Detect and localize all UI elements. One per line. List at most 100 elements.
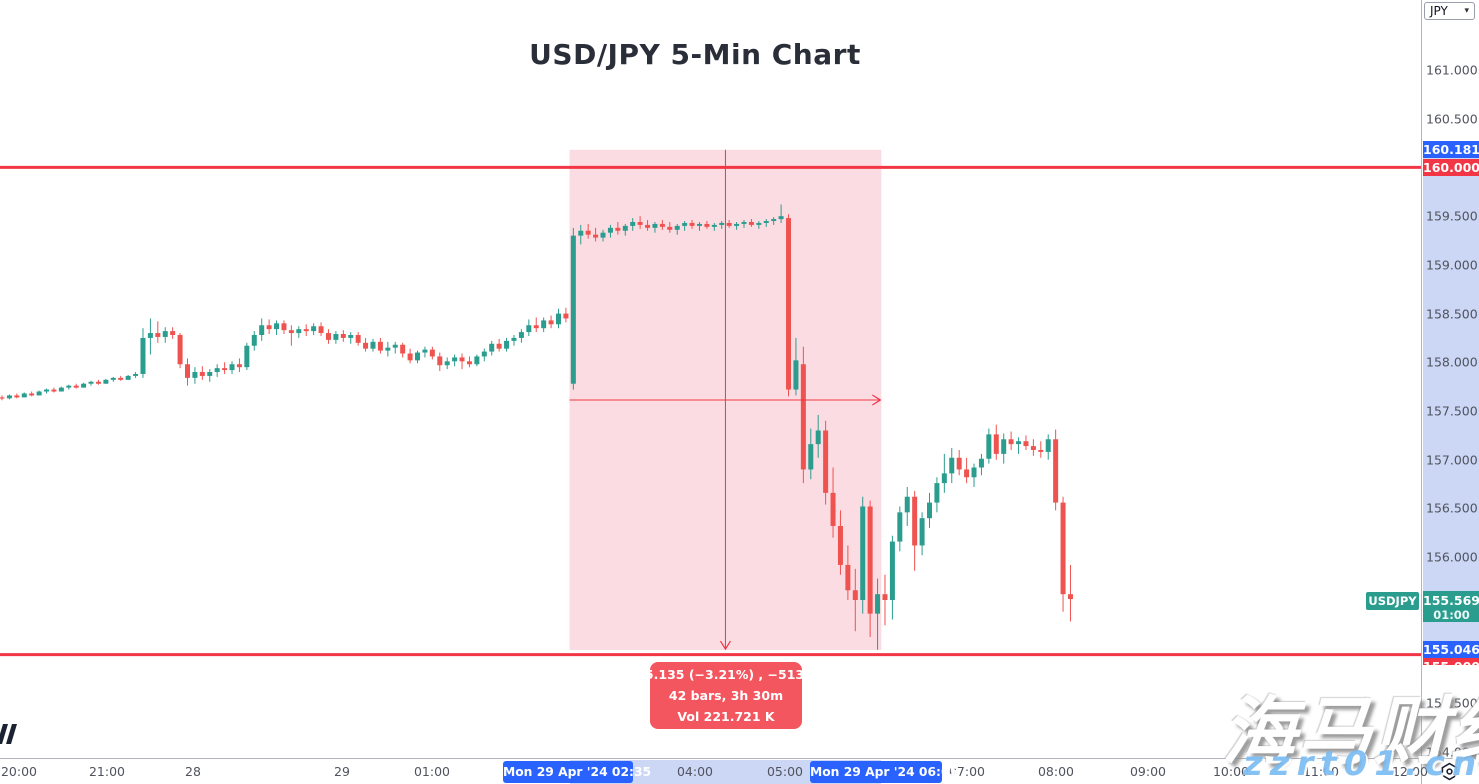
candle-body: [51, 389, 57, 392]
candle-body: [823, 430, 829, 493]
candle-body: [1030, 446, 1036, 450]
candle-body: [971, 467, 977, 478]
time-tick-label: 10:00: [1212, 764, 1250, 779]
price-axis[interactable]: 161.000 160.500 159.500 159.000 158.500 158.0…: [1421, 0, 1479, 760]
currency-dropdown[interactable]: JPY ▾: [1424, 2, 1475, 20]
candle-body: [296, 329, 302, 334]
candle-body: [1008, 439, 1014, 445]
candle-body: [407, 353, 413, 361]
candle-body: [756, 222, 762, 225]
candle-body: [88, 381, 94, 384]
gear-icon[interactable]: [1440, 762, 1459, 781]
candle-body: [659, 223, 665, 227]
candle-body: [867, 506, 873, 614]
candle-body: [845, 564, 851, 591]
candle-body: [340, 334, 346, 338]
candle-body: [348, 335, 354, 338]
chart-title: USD/JPY 5-Min Chart: [529, 38, 861, 71]
time-tick-label: 29: [334, 764, 350, 779]
time-badge-measure-end: Mon 29 Apr '24 06:05: [810, 761, 958, 783]
candle-body: [481, 351, 487, 357]
price-badge-measure-top: 160.181: [1423, 141, 1479, 158]
price-tick-label: 156.000: [1426, 549, 1478, 565]
candle-body: [474, 356, 480, 365]
candle-body: [652, 223, 658, 228]
candle-body: [1038, 449, 1044, 452]
candle-body: [377, 341, 383, 351]
candle-body: [177, 335, 183, 365]
time-tick-label: 01:00: [413, 764, 451, 779]
candle-body: [585, 230, 591, 235]
candle-body: [370, 341, 376, 349]
candle-body: [1023, 441, 1029, 447]
candle-body: [711, 224, 717, 227]
candle-body: [318, 326, 324, 334]
candle-body: [236, 364, 242, 368]
candle-body: [518, 332, 524, 338]
candle-body: [400, 344, 406, 354]
time-axis[interactable]: 20:00 21:00 28 29 01:00 04:00 05:00 07:00 08:00 0…: [0, 758, 1479, 784]
candle-body: [897, 512, 903, 542]
candle-body: [645, 224, 651, 228]
candle-body: [978, 458, 984, 468]
candle-body: [563, 313, 569, 319]
candle-body: [986, 434, 992, 459]
candle-body: [244, 345, 250, 368]
candle-body: [392, 344, 398, 348]
candle-body: [385, 347, 391, 351]
price-badge-last-price: 155.569 01:00: [1423, 591, 1479, 622]
measure-volume: Vol 221.721 K: [677, 709, 775, 724]
candle-body: [578, 230, 584, 236]
candle-body: [667, 226, 673, 230]
candle-body: [162, 331, 168, 337]
candle-body: [496, 343, 502, 349]
candle-body: [734, 223, 740, 226]
candle-body: [904, 496, 910, 513]
candle-body: [281, 323, 287, 331]
candle-body: [103, 379, 109, 384]
candle-body: [325, 333, 331, 340]
time-tick-label: 12:00: [1391, 764, 1429, 779]
candle-body: [259, 325, 265, 336]
candle-body: [21, 393, 27, 398]
candle-body: [719, 222, 725, 225]
candlestick-chart[interactable]: [0, 0, 1421, 758]
candle-body: [66, 385, 72, 388]
candle-body: [155, 333, 161, 337]
price-tick-label: 154.500: [1426, 695, 1478, 711]
candle-body: [748, 221, 754, 225]
candle-body: [726, 222, 732, 226]
candle-body: [444, 361, 450, 366]
candle-body: [459, 357, 465, 362]
candle-body: [511, 337, 517, 341]
candle-body: [778, 216, 784, 220]
candle-body: [600, 232, 606, 238]
candle-body: [1060, 502, 1066, 595]
price-tick-label: 154.000: [1426, 744, 1478, 760]
time-tick-label: 04:00: [676, 764, 714, 779]
price-tick-label: 159.000: [1426, 257, 1478, 273]
candle-body: [274, 323, 280, 330]
measure-right-arrow-icon: [872, 394, 882, 406]
candle-body: [815, 430, 821, 445]
candle-body: [266, 325, 272, 330]
candle-body: [452, 357, 458, 362]
candle-body: [622, 225, 628, 231]
symbol-price-marker: USDJPY: [1366, 592, 1419, 610]
candle-body: [429, 349, 435, 357]
price-tick-label: 157.500: [1426, 403, 1478, 419]
candle-body: [912, 496, 918, 546]
candle-body: [311, 326, 317, 332]
time-tick-label: 11:00: [1302, 764, 1340, 779]
price-tick-label: 157.000: [1426, 452, 1478, 468]
candle-body: [73, 385, 79, 388]
candle-body: [541, 320, 547, 329]
time-tick-label: 20:00: [0, 764, 38, 779]
candle-body: [570, 235, 576, 384]
candle-body: [993, 434, 999, 454]
candle-body: [1001, 439, 1007, 454]
candle-body: [125, 375, 131, 380]
candle-body: [1045, 439, 1051, 452]
candle-body: [741, 221, 747, 224]
